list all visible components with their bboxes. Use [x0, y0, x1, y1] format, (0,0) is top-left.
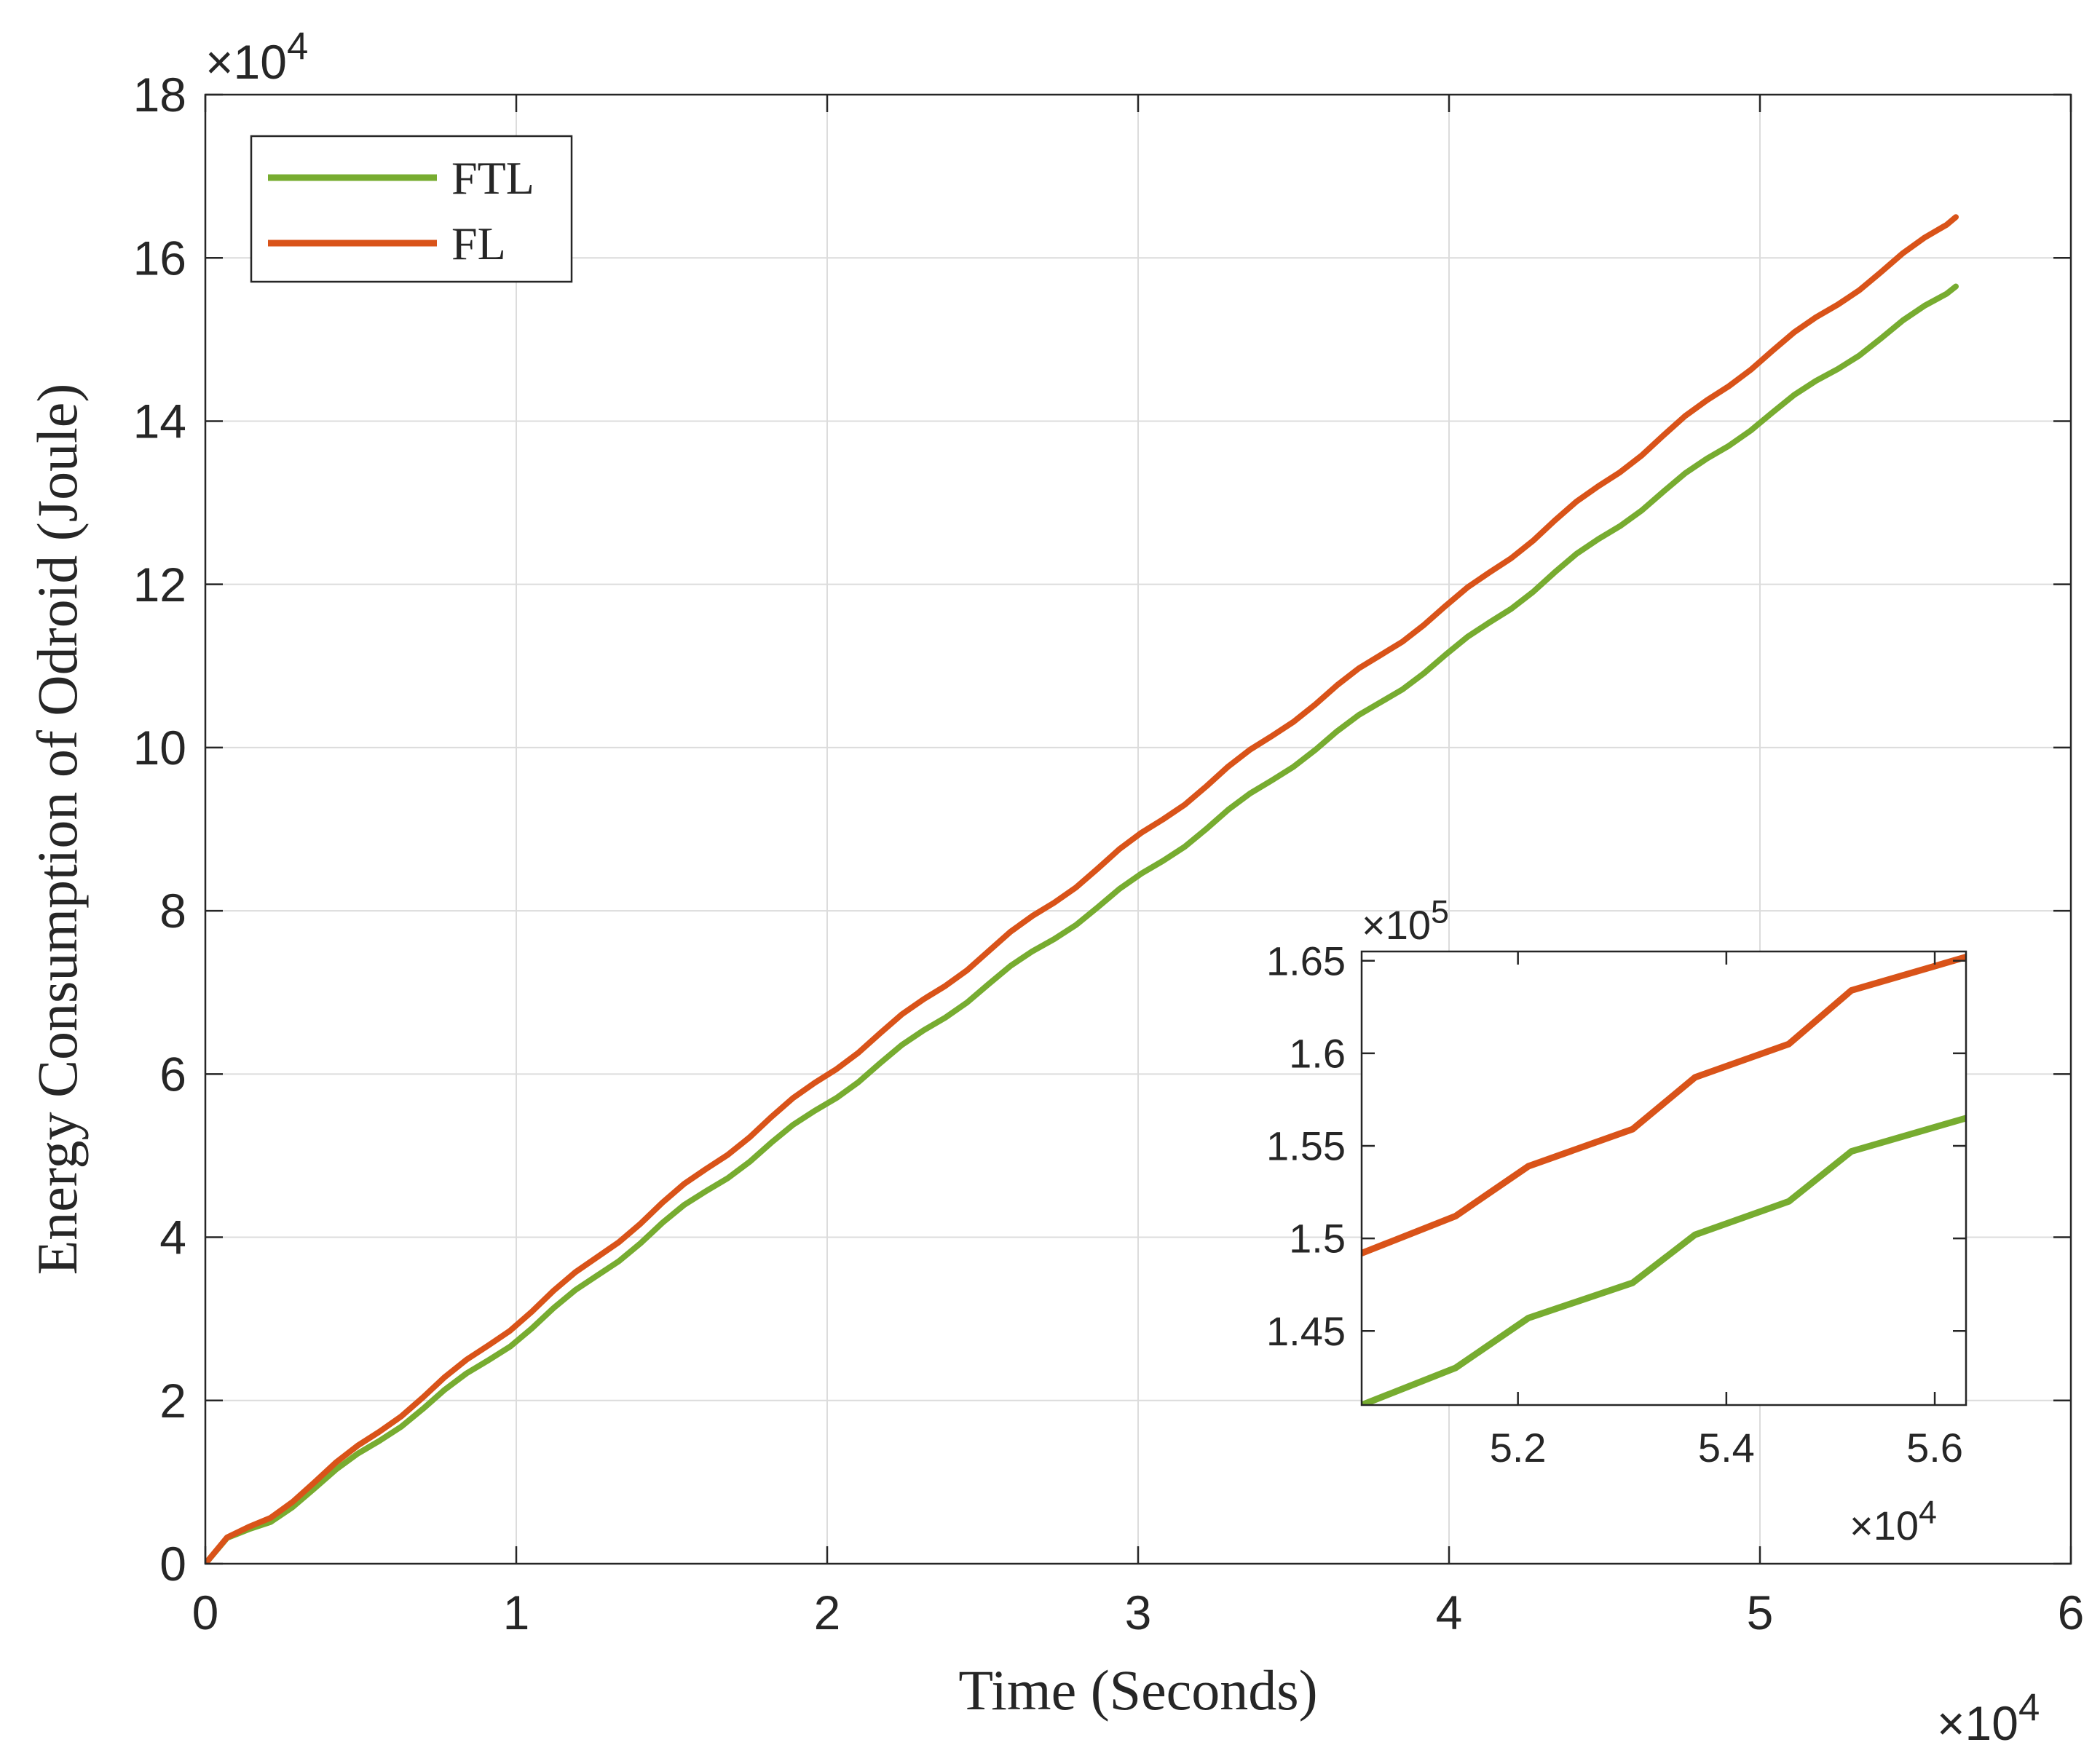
- main-y-tick-label: 0: [159, 1537, 186, 1591]
- main-y-tick-label: 2: [159, 1374, 186, 1428]
- main-series-fl-line: [205, 214, 1959, 1564]
- inset-y-tick-label: 1.6: [1289, 1030, 1346, 1076]
- inset-series-fl-line: [1362, 954, 1966, 1257]
- main-x-tick-label: 5: [1747, 1586, 1774, 1639]
- inset-y-tick-label: 1.55: [1266, 1123, 1346, 1169]
- main-series-ftl-line: [205, 283, 1959, 1564]
- inset-y-tick-label: 1.45: [1266, 1308, 1346, 1354]
- legend-box: [250, 135, 573, 283]
- main-x-tick-label: 1: [503, 1586, 530, 1639]
- inset-x-tick-label: 5.4: [1698, 1425, 1755, 1471]
- inset-axes-box: [1360, 950, 1967, 1406]
- main-y-exponent: ×104: [205, 25, 308, 89]
- main-y-tick-label: 18: [133, 68, 186, 122]
- legend-label-ftl: FTL: [451, 152, 534, 204]
- legend-label-fl: FL: [451, 218, 506, 269]
- main-x-tick-label: 4: [1436, 1586, 1463, 1639]
- main-x-tick-label: 3: [1125, 1586, 1152, 1639]
- main-y-tick-label: 10: [133, 721, 186, 775]
- inset-x-tick-label: 5.6: [1906, 1425, 1963, 1471]
- inset-y-tick-label: 1.65: [1266, 938, 1346, 984]
- main-y-tick-label: 14: [133, 395, 186, 448]
- inset-zoom-plot: 5.2 5.4 5.61.451.51.551.61.65×105×104: [1266, 894, 1967, 1548]
- legend: FTL FL: [250, 135, 573, 283]
- inset-plot-area: [1362, 951, 1966, 1405]
- main-y-tick-label: 12: [133, 558, 186, 612]
- inset-series-ftl-line: [1362, 1115, 1966, 1405]
- main-x-axis-label: Time (Seconds): [958, 1658, 1317, 1722]
- main-y-tick-label: 8: [159, 884, 186, 938]
- main-x-tick-label: 0: [192, 1586, 219, 1639]
- inset-y-tick-label: 1.5: [1289, 1216, 1346, 1262]
- inset-x-tick-label: 5.2: [1490, 1425, 1547, 1471]
- main-y-tick-label: 6: [159, 1047, 186, 1101]
- main-x-tick-label: 2: [814, 1586, 841, 1639]
- main-x-tick-label: 6: [2058, 1586, 2085, 1639]
- main-y-tick-label: 4: [159, 1211, 186, 1265]
- main-y-tick-label: 16: [133, 231, 186, 285]
- main-x-exponent: ×104: [1937, 1687, 2040, 1750]
- main-y-axis-label: Energy Consumption of Odroid (Joule): [25, 384, 89, 1275]
